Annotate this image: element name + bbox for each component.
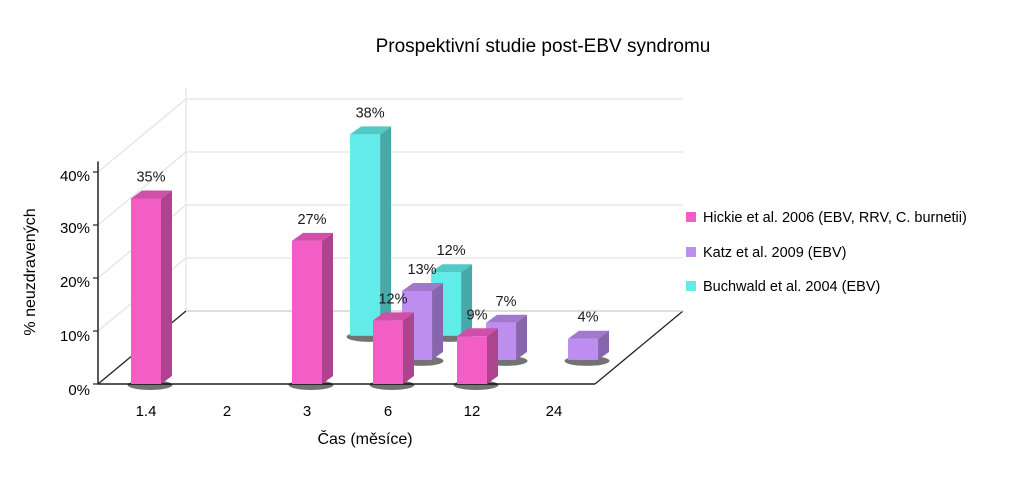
side-gridline — [97, 151, 187, 226]
bar-top — [457, 328, 498, 337]
data-label: 35% — [136, 170, 165, 186]
bar-top — [568, 330, 610, 339]
data-label: 13% — [408, 262, 437, 278]
bar-side — [161, 190, 172, 384]
bar-front — [131, 198, 161, 384]
data-label: 7% — [496, 294, 517, 310]
legend-swatch — [686, 281, 696, 291]
data-label: 9% — [467, 307, 488, 323]
bar-front — [350, 134, 381, 336]
bar-top — [373, 312, 414, 321]
x-axis-ticks: 1.4 2 3 6 12 24 — [136, 403, 563, 420]
y-tick-label: 0% — [68, 382, 90, 399]
x-tick-label: 2 — [223, 403, 231, 420]
data-label: 27% — [297, 212, 326, 228]
bar-front — [292, 240, 322, 384]
y-tick-label: 20% — [60, 274, 90, 291]
bar — [564, 330, 610, 366]
x-tick-label: 12 — [464, 403, 481, 420]
data-label: 4% — [578, 310, 599, 326]
bar — [127, 190, 173, 390]
bar-side — [461, 264, 473, 336]
y-axis-ticks: 0% 10% 20% 30% 40% — [60, 168, 90, 399]
bar-side — [516, 314, 528, 360]
bar-side — [380, 126, 392, 336]
bar — [288, 232, 334, 390]
bar-top — [431, 264, 473, 273]
bar-top — [486, 314, 528, 323]
y-tick-label: 30% — [60, 220, 90, 237]
legend-item-label: Hickie et al. 2006 (EBV, RRV, C. burneti… — [703, 210, 967, 226]
legend-swatch — [686, 247, 696, 257]
bar-side — [403, 312, 414, 384]
bar-side — [322, 232, 333, 384]
bar-side — [432, 283, 444, 360]
x-tick-label: 3 — [303, 403, 311, 420]
y-tick-label: 10% — [60, 328, 90, 345]
legend-item-label: Katz et al. 2009 (EBV) — [703, 245, 846, 261]
legend-swatch — [686, 212, 696, 222]
data-label: 12% — [378, 291, 407, 307]
bar-side — [598, 330, 610, 360]
x-tick-label: 1.4 — [136, 403, 157, 420]
bar-front — [568, 338, 599, 360]
x-axis-label: Čas (měsíce) — [317, 429, 412, 448]
legend: Hickie et al. 2006 (EBV, RRV, C. burneti… — [686, 210, 967, 295]
bar-top — [350, 126, 392, 135]
data-label: 12% — [437, 243, 466, 259]
bar-top — [402, 283, 444, 292]
bar — [453, 328, 499, 390]
y-axis-label: % neuzdravených — [22, 208, 39, 335]
bar — [369, 312, 415, 390]
y-tick-label: 40% — [60, 168, 90, 185]
chart-title: Prospektivní studie post-EBV syndromu — [376, 36, 711, 57]
bar-front — [457, 336, 487, 384]
bar-top — [131, 190, 172, 199]
bar-top — [292, 232, 333, 241]
side-gridline — [97, 98, 187, 173]
legend-item-label: Buchwald et al. 2004 (EBV) — [703, 279, 880, 295]
bar-side — [487, 328, 498, 384]
x-tick-label: 6 — [384, 403, 392, 420]
data-label: 38% — [356, 105, 385, 121]
x-tick-label: 24 — [546, 403, 563, 420]
chart-bars — [127, 126, 610, 390]
bar-front — [373, 320, 403, 384]
floor-edge — [594, 310, 684, 385]
bar — [346, 126, 392, 342]
data-labels: 38% 12%13% 7% 4% 35% 27% 12% 9% — [136, 105, 598, 325]
